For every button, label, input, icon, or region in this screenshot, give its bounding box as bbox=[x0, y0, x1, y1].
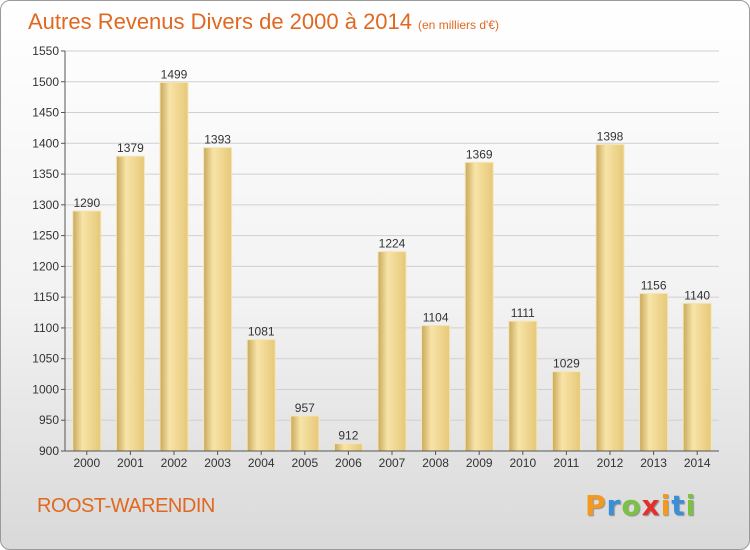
bar-2005 bbox=[290, 415, 320, 452]
x-tick-label: 2014 bbox=[684, 456, 711, 470]
bar-2009 bbox=[464, 161, 494, 452]
y-tick-label: 1250 bbox=[32, 229, 59, 243]
proxiti-logo: Proxiti bbox=[585, 489, 696, 522]
bar-2014 bbox=[682, 302, 712, 452]
bar-2013 bbox=[639, 292, 669, 452]
data-label-2004: 1081 bbox=[248, 325, 275, 339]
data-label-2013: 1156 bbox=[641, 278, 667, 292]
bar-2000 bbox=[72, 210, 102, 452]
y-tick-label: 1150 bbox=[33, 290, 59, 304]
y-tick-label: 1200 bbox=[32, 259, 59, 273]
bar-2008 bbox=[421, 324, 451, 452]
data-label-2007: 1224 bbox=[379, 237, 406, 251]
logo-letter: t bbox=[671, 489, 686, 522]
y-tick-label: 1500 bbox=[32, 75, 59, 89]
data-label-2012: 1398 bbox=[597, 130, 624, 144]
y-tick-label: 950 bbox=[39, 413, 59, 427]
bars: 1290 1379 1499 1393 1081 957 912 1224 1104 1369 11… bbox=[72, 67, 712, 452]
data-label-2005: 957 bbox=[295, 401, 315, 415]
bar-2006 bbox=[333, 443, 363, 452]
y-tick-label: 1350 bbox=[32, 167, 59, 181]
x-tick-label: 2013 bbox=[640, 456, 667, 470]
x-tick-label: 2005 bbox=[291, 456, 318, 470]
bar-2004 bbox=[246, 339, 276, 452]
bar-2012 bbox=[595, 144, 625, 452]
logo-letter: r bbox=[606, 489, 622, 522]
x-tick-label: 2004 bbox=[248, 456, 275, 470]
x-tick-label: 2008 bbox=[422, 456, 449, 470]
logo-letter: x bbox=[641, 489, 661, 522]
logo-letter: o bbox=[621, 489, 642, 522]
data-label-2014: 1140 bbox=[684, 288, 710, 302]
y-tick-label: 1050 bbox=[32, 352, 59, 366]
x-tick-label: 2002 bbox=[161, 456, 188, 470]
data-label-2000: 1290 bbox=[73, 196, 100, 210]
chart-title: Autres Revenus Divers de 2000 à 2014 (en … bbox=[28, 9, 499, 35]
y-tick-label: 1300 bbox=[32, 198, 59, 212]
data-label-2006: 912 bbox=[338, 429, 358, 443]
bar-2011 bbox=[551, 371, 581, 452]
x-tick-label: 2009 bbox=[466, 456, 493, 470]
data-label-2010: 1111 bbox=[511, 306, 535, 320]
y-tick-label: 1000 bbox=[32, 382, 59, 396]
x-tick-label: 2000 bbox=[73, 456, 100, 470]
x-tick-label: 2010 bbox=[509, 456, 536, 470]
bar-2007 bbox=[377, 251, 407, 452]
y-tick-label: 1100 bbox=[33, 321, 59, 335]
x-tick-label: 2001 bbox=[117, 456, 144, 470]
logo-letter: i bbox=[660, 489, 672, 522]
x-tick-label: 2007 bbox=[379, 456, 406, 470]
data-label-2011: 1029 bbox=[553, 357, 580, 371]
logo-letter: P bbox=[585, 489, 607, 522]
bar-2001 bbox=[115, 155, 145, 452]
chart-unit: (en milliers d'€) bbox=[418, 18, 499, 32]
bar-2002 bbox=[159, 81, 189, 452]
y-tick-label: 1450 bbox=[32, 106, 59, 120]
y-tick-label: 900 bbox=[39, 444, 59, 458]
y-tick-label: 1400 bbox=[32, 136, 59, 150]
data-label-2001: 1379 bbox=[117, 141, 144, 155]
x-axis: 2000 2001 2002 2003 2004 2005 2006 2007 2008 2009… bbox=[65, 450, 719, 470]
data-label-2009: 1369 bbox=[466, 147, 493, 161]
x-tick-label: 2003 bbox=[204, 456, 231, 470]
logo-letter: i bbox=[685, 489, 697, 522]
bar-2003 bbox=[203, 147, 233, 452]
data-label-2003: 1393 bbox=[204, 133, 231, 147]
x-tick-label: 2011 bbox=[553, 456, 579, 470]
chart-title-text: Autres Revenus Divers de 2000 à 2014 bbox=[28, 9, 413, 34]
y-tick-label: 1550 bbox=[32, 44, 59, 58]
x-tick-label: 2012 bbox=[597, 456, 624, 470]
data-label-2008: 1104 bbox=[423, 310, 449, 324]
y-axis: 900 950 1000 1050 1100 1150 1200 1250 1300 1350 14… bbox=[32, 44, 66, 458]
bar-2010 bbox=[508, 320, 538, 452]
place-name: ROOST-WARENDIN bbox=[37, 495, 215, 517]
x-tick-label: 2006 bbox=[335, 456, 362, 470]
data-label-2002: 1499 bbox=[161, 67, 188, 81]
